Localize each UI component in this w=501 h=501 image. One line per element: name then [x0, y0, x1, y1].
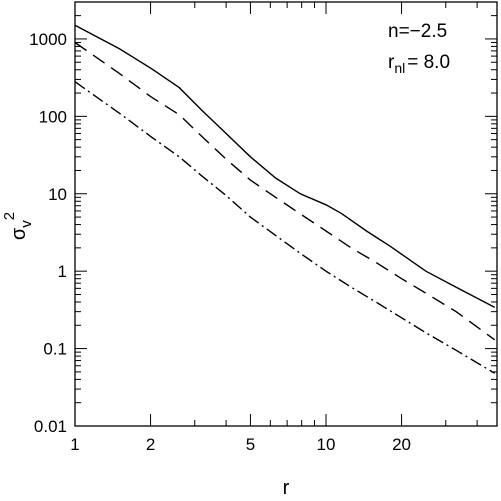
annotation-rnl: rnl = 8.0 — [388, 52, 450, 76]
plot-frame — [74, 1, 498, 427]
y-tick-label: 10 — [48, 185, 67, 204]
series-line-dashed — [74, 41, 496, 341]
series-lines — [74, 24, 496, 374]
annotation-rnl-subscript: nl — [394, 60, 405, 76]
x-tick-label: 5 — [246, 435, 255, 454]
y-tick-label: 0.01 — [34, 417, 67, 436]
x-tick-label: 1 — [70, 435, 79, 454]
annotation-n: n=−2.5 — [388, 21, 447, 42]
y-axis-label: σv2 — [1, 212, 35, 240]
x-axis-label: r — [283, 477, 290, 499]
tick-marks — [74, 1, 497, 427]
y-tick-label: 0.1 — [43, 340, 67, 359]
series-line-dashdot — [74, 81, 496, 374]
y-tick-label: 1 — [58, 262, 67, 281]
y-axis-label-superscript: 2 — [1, 212, 18, 220]
x-tick-label: 20 — [392, 435, 411, 454]
y-axis-label-subscript: v — [18, 220, 35, 228]
svg-text:σv2: σv2 — [1, 212, 35, 240]
y-tick-label: 1000 — [29, 30, 67, 49]
series-line-solid — [74, 24, 496, 309]
x-tick-label: 2 — [146, 435, 155, 454]
y-tick-label: 100 — [39, 107, 67, 126]
tick-labels: 1 2 5 10 20 0.01 0.1 1 10 100 1000 — [29, 30, 411, 454]
x-tick-label: 10 — [317, 435, 336, 454]
